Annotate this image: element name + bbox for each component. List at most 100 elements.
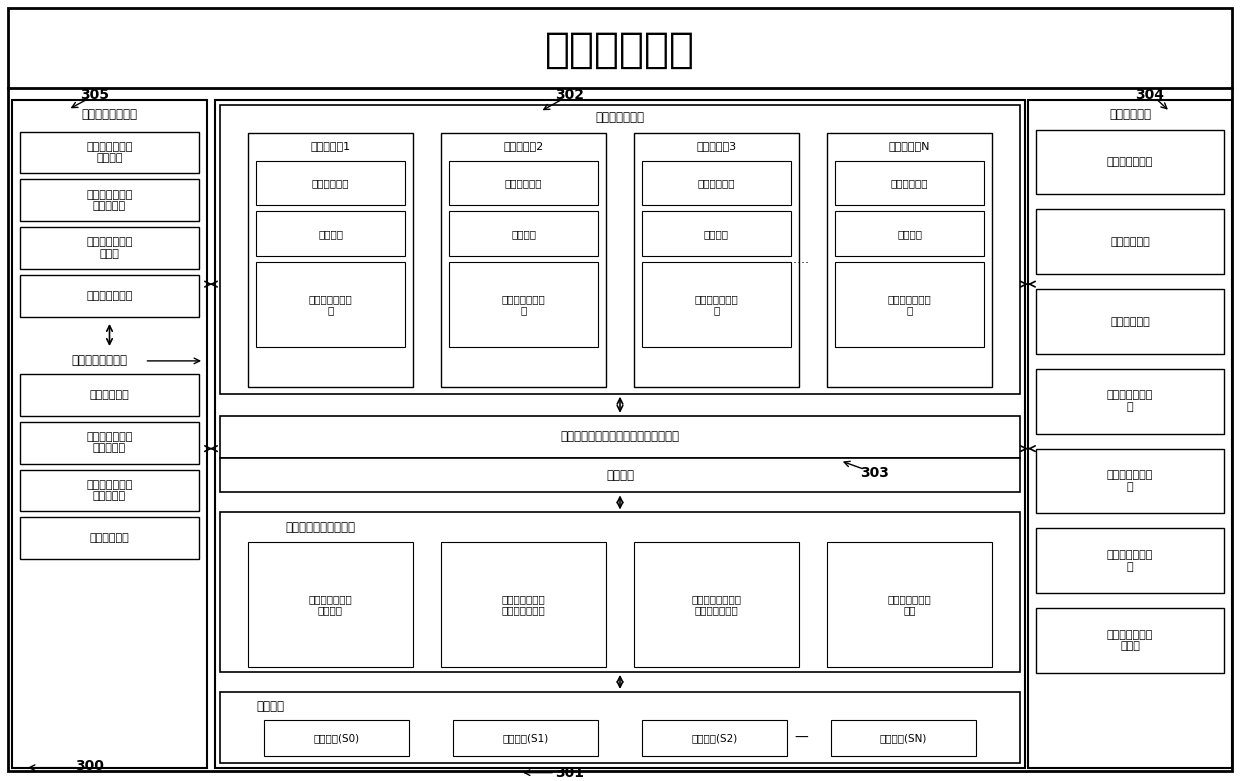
- Text: 虚拟库存库存状
况查询: 虚拟库存库存状 况查询: [87, 237, 133, 259]
- Text: 虚拟库存初始化
存储过程: 虚拟库存初始化 存储过程: [309, 594, 352, 615]
- Text: 订单明细排序: 订单明细排序: [505, 178, 542, 188]
- Text: 305: 305: [81, 87, 109, 102]
- Bar: [219, 458, 1021, 493]
- Bar: [634, 133, 799, 387]
- Bar: [642, 262, 791, 347]
- Text: 订单明细排序: 订单明细排序: [890, 178, 929, 188]
- Bar: [20, 227, 198, 269]
- Text: ......: ......: [786, 253, 810, 266]
- Bar: [20, 374, 198, 415]
- Text: 虚拟库存管理策
略参数设置: 虚拟库存管理策 略参数设置: [87, 480, 133, 501]
- Text: 虚拟库存回收处
理: 虚拟库存回收处 理: [1107, 470, 1153, 492]
- Bar: [1035, 289, 1224, 354]
- Text: 订单队列: 订单队列: [704, 229, 729, 239]
- Text: 304: 304: [1136, 87, 1164, 102]
- Text: 虚拟库存动态调拨
与回收存储过程: 虚拟库存动态调拨 与回收存储过程: [692, 594, 742, 615]
- Text: 安全库存设置: 安全库存设置: [89, 390, 129, 400]
- Bar: [20, 518, 198, 559]
- Bar: [20, 422, 198, 464]
- Bar: [1035, 448, 1224, 513]
- Text: 虚拟库存: 虚拟库存: [255, 701, 284, 713]
- Bar: [642, 161, 791, 205]
- Text: 虚拟库存监控模块: 虚拟库存监控模块: [82, 108, 138, 121]
- Text: 虚拟库存初始化: 虚拟库存初始化: [1107, 157, 1153, 167]
- Bar: [835, 262, 985, 347]
- Text: 300: 300: [76, 758, 104, 772]
- Text: 预留库存(S0): 预留库存(S0): [314, 733, 360, 743]
- Text: 应用服务器3: 应用服务器3: [697, 141, 737, 151]
- Text: 虚拟库存调拨与
回收频繁率: 虚拟库存调拨与 回收频繁率: [87, 190, 133, 211]
- Text: 虚拟库存分仓储
过程: 虚拟库存分仓储 过程: [888, 594, 931, 615]
- Bar: [453, 720, 598, 756]
- Bar: [1035, 369, 1224, 433]
- Text: 302: 302: [556, 87, 584, 102]
- Bar: [255, 262, 405, 347]
- Bar: [642, 212, 791, 256]
- Bar: [1035, 529, 1224, 594]
- Bar: [264, 720, 409, 756]
- Text: 应用服务器1: 应用服务器1: [310, 141, 351, 151]
- Text: 轮循扣减虚拟库
存: 轮循扣减虚拟库 存: [502, 294, 546, 316]
- Text: 后台管理模块: 后台管理模块: [1109, 108, 1151, 121]
- Text: 虚拟库存补货处
理: 虚拟库存补货处 理: [1107, 390, 1153, 412]
- Text: 轮循扣减虚拟库
存: 轮循扣减虚拟库 存: [309, 294, 352, 316]
- Bar: [20, 180, 198, 221]
- Bar: [12, 100, 207, 768]
- Text: —: —: [794, 731, 808, 745]
- Text: 任务调度设置: 任务调度设置: [89, 533, 129, 544]
- Bar: [255, 212, 405, 256]
- Bar: [827, 542, 992, 667]
- Text: 虚拟库存方案: 虚拟库存方案: [546, 29, 694, 71]
- Text: 订单明细排序: 订单明细排序: [311, 178, 350, 188]
- Bar: [634, 542, 799, 667]
- Bar: [642, 720, 787, 756]
- Text: 特殊出库处理: 特殊出库处理: [1110, 316, 1149, 326]
- Text: 301: 301: [556, 765, 584, 779]
- Bar: [248, 133, 413, 387]
- Text: 虚拟库存(S1): 虚拟库存(S1): [502, 733, 548, 743]
- Bar: [835, 212, 985, 256]
- Text: 虚拟库存定时例
行检查存储过程: 虚拟库存定时例 行检查存储过程: [502, 594, 546, 615]
- Bar: [1035, 209, 1224, 274]
- Bar: [215, 100, 1025, 768]
- Bar: [255, 161, 405, 205]
- Bar: [449, 262, 598, 347]
- Bar: [449, 161, 598, 205]
- Bar: [20, 131, 198, 173]
- Bar: [1035, 130, 1224, 194]
- Bar: [219, 692, 1021, 763]
- Text: 应用服务器集群: 应用服务器集群: [595, 111, 645, 124]
- Text: 特殊入库处理: 特殊入库处理: [1110, 237, 1149, 247]
- Text: 后台参数设置模块: 后台参数设置模块: [72, 355, 128, 367]
- Text: 订单队列: 订单队列: [317, 229, 343, 239]
- Text: 303: 303: [861, 465, 889, 480]
- Bar: [20, 275, 198, 317]
- Text: 应用服务器2: 应用服务器2: [503, 141, 543, 151]
- Bar: [1028, 100, 1233, 768]
- Bar: [441, 133, 606, 387]
- Text: 虚拟库存相关事务处理: 虚拟库存相关事务处理: [285, 521, 355, 534]
- Text: 数据库层: 数据库层: [606, 469, 634, 482]
- Bar: [827, 133, 992, 387]
- Text: 订单明细排序: 订单明细排序: [698, 178, 735, 188]
- Text: 虚拟库存(S2): 虚拟库存(S2): [692, 733, 738, 743]
- Bar: [219, 512, 1021, 672]
- Text: 日志查询与分析: 日志查询与分析: [87, 291, 133, 301]
- Bar: [835, 161, 985, 205]
- Text: 虚拟库存分仓策
略参数设置: 虚拟库存分仓策 略参数设置: [87, 432, 133, 454]
- Text: 订单队列监控，动态虚拟库存分仓模块: 订单队列监控，动态虚拟库存分仓模块: [560, 430, 680, 443]
- Bar: [219, 105, 1021, 394]
- Text: 扣减虚拟库存成
功率统计: 扣减虚拟库存成 功率统计: [87, 141, 133, 163]
- Bar: [20, 469, 198, 512]
- Bar: [449, 212, 598, 256]
- Text: 虚拟库存分仓计
划管理: 虚拟库存分仓计 划管理: [1107, 629, 1153, 651]
- Text: 虚拟库存(SN): 虚拟库存(SN): [880, 733, 928, 743]
- Bar: [248, 542, 413, 667]
- Bar: [1035, 608, 1224, 673]
- Text: 订单队列: 订单队列: [897, 229, 923, 239]
- Text: 轮循扣减虚拟库
存: 轮循扣减虚拟库 存: [888, 294, 931, 316]
- Text: 轮循扣减虚拟库
存: 轮循扣减虚拟库 存: [694, 294, 738, 316]
- Text: 订单队列: 订单队列: [511, 229, 536, 239]
- Bar: [219, 415, 1021, 458]
- Text: 虚拟库存例行检
查: 虚拟库存例行检 查: [1107, 550, 1153, 572]
